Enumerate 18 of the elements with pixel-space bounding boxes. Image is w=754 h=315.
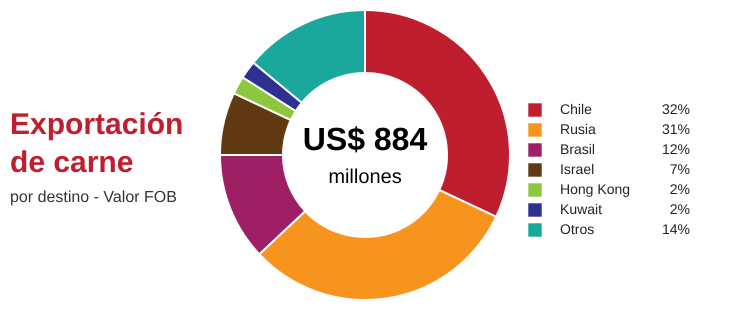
legend-label: Otros [560,221,594,237]
text: Exportación de carne [10,108,184,179]
data-label: 31% [662,121,690,137]
data-label: 14% [662,221,690,237]
legend-label: Chile [560,101,592,117]
legend-label: Kuwait [560,201,602,217]
legend-label: Hong Kong [560,181,630,197]
data-label: 12% [662,141,690,157]
data-label: 2% [670,181,690,197]
legend-label: Israel [560,161,594,177]
data-label: 32% [662,101,690,117]
legend-label: Brasil [560,141,596,157]
text: por destino - Valor FOB [10,189,177,206]
legend-label: Rusia [560,121,596,137]
text: millones [328,166,402,188]
text: US$ 884 [302,121,428,157]
data-label: 2% [670,201,690,217]
data-label: 7% [670,161,690,177]
